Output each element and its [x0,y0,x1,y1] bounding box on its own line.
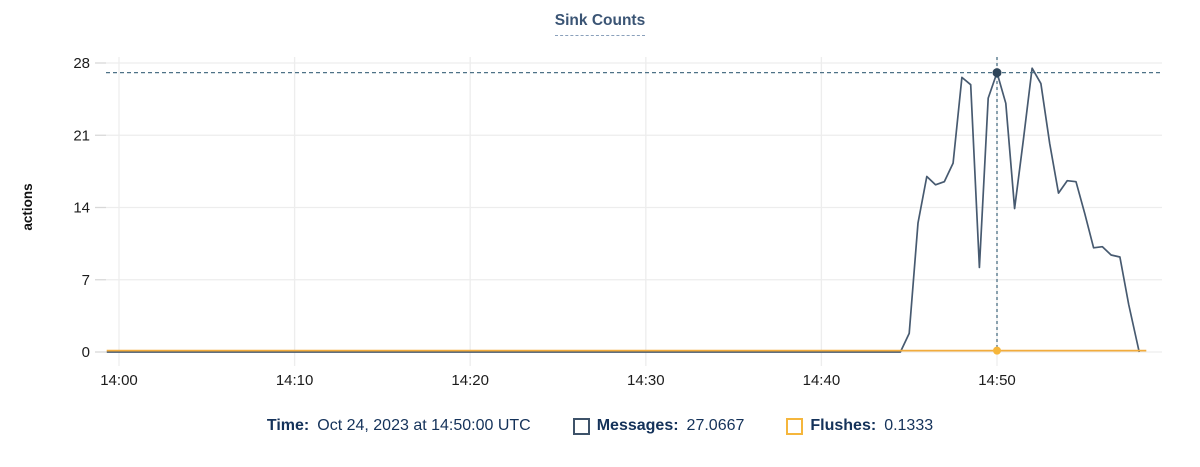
flushes-crosshair-marker [993,346,1001,355]
chart-title: Sink Counts [0,12,1200,36]
y-tick-label: 21 [73,127,90,144]
legend-messages-label: Messages: [596,417,679,434]
legend-flushes-value: 0.1333 [884,417,934,434]
x-tick-label: 14:20 [451,372,489,389]
x-tick-label: 14:50 [978,372,1016,389]
legend-item-flushes[interactable]: Flushes: 0.1333 [786,417,933,435]
tooltip-time-value: Oct 24, 2023 at 14:50:00 UTC [317,417,531,434]
x-tick-label: 14:10 [276,372,314,389]
x-tick-label: 14:40 [803,372,841,389]
messages-crosshair-marker [992,68,1002,78]
x-tick-label: 14:30 [627,372,665,389]
legend-messages-value: 27.0667 [686,417,745,434]
legend-item-messages[interactable]: Messages: 27.0667 [572,417,745,435]
flushes-swatch-icon [786,417,804,435]
x-tick-label: 14:00 [100,372,138,389]
y-tick-label: 14 [73,200,90,217]
legend-flushes-label: Flushes: [810,417,877,434]
messages-line [106,67,1141,353]
chart-title-text[interactable]: Sink Counts [554,12,646,36]
chart-tooltip-row: Time: Oct 24, 2023 at 14:50:00 UTC Messa… [0,417,1200,435]
messages-swatch-icon [572,417,590,435]
y-axis-label: actions [20,183,35,230]
y-tick-label: 7 [82,272,90,289]
tooltip-time-label: Time: [266,417,310,434]
y-tick-label: 28 [73,55,90,72]
chart-canvas[interactable]: 0 7 14 21 28 14:00 14:10 14:20 14:30 14:40 14:50 ac… [0,0,1200,410]
y-tick-label: 0 [82,344,90,361]
tooltip-time: Time: Oct 24, 2023 at 14:50:00 UTC [267,417,531,435]
